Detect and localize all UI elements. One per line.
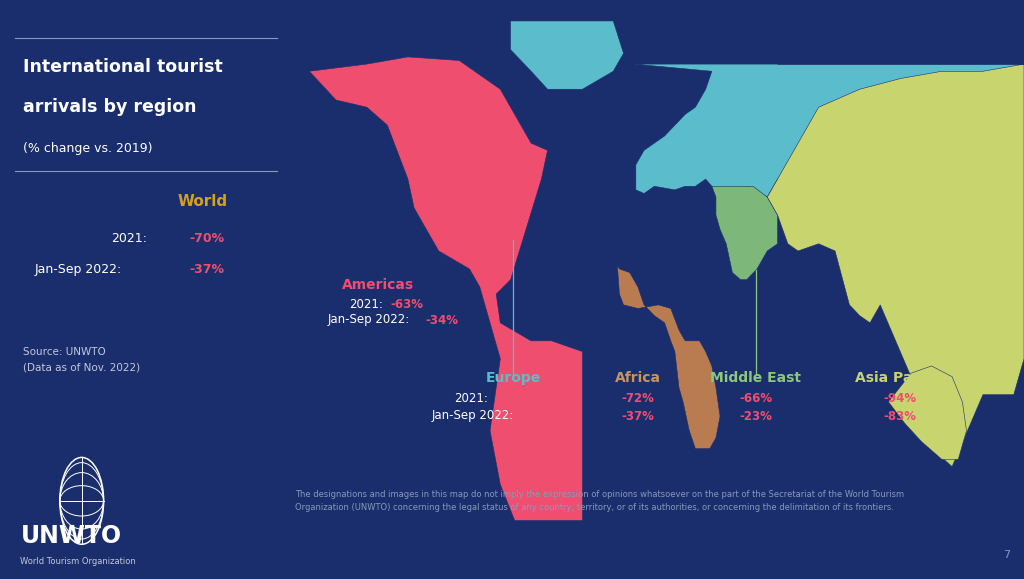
- Polygon shape: [712, 186, 777, 280]
- Text: -83%: -83%: [884, 409, 916, 423]
- Text: -72%: -72%: [622, 391, 654, 405]
- Text: Jan-Sep 2022:: Jan-Sep 2022:: [328, 313, 411, 327]
- Text: Middle East: Middle East: [711, 371, 802, 385]
- Text: UNWTO: UNWTO: [20, 524, 122, 548]
- Text: -60%: -60%: [494, 391, 527, 405]
- Text: Source: UNWTO
(Data as of Nov. 2022): Source: UNWTO (Data as of Nov. 2022): [24, 347, 140, 372]
- Text: -37%: -37%: [189, 263, 224, 276]
- Polygon shape: [889, 366, 967, 459]
- Text: -94%: -94%: [884, 391, 916, 405]
- Text: -19%: -19%: [528, 409, 561, 423]
- Text: Jan-Sep 2022:: Jan-Sep 2022:: [35, 263, 122, 276]
- Text: -34%: -34%: [425, 313, 458, 327]
- Text: (% change vs. 2019): (% change vs. 2019): [24, 142, 153, 155]
- Text: Asia Pacific: Asia Pacific: [855, 371, 944, 385]
- Text: Americas: Americas: [342, 278, 414, 292]
- Text: Europe: Europe: [485, 371, 541, 385]
- Text: Jan-Sep 2022:: Jan-Sep 2022:: [432, 409, 514, 423]
- Text: arrivals by region: arrivals by region: [24, 98, 197, 116]
- Text: World Tourism Organization: World Tourism Organization: [20, 557, 136, 566]
- Polygon shape: [767, 64, 1024, 467]
- Polygon shape: [634, 64, 1024, 197]
- Polygon shape: [617, 265, 720, 449]
- Text: The designations and images in this map do not imply the expression of opinions : The designations and images in this map …: [295, 490, 904, 511]
- Text: -63%: -63%: [390, 299, 423, 312]
- Polygon shape: [309, 57, 583, 521]
- Text: -66%: -66%: [739, 391, 772, 405]
- Text: World: World: [177, 194, 227, 209]
- Text: -70%: -70%: [189, 232, 224, 244]
- Polygon shape: [511, 21, 624, 89]
- Text: -23%: -23%: [739, 409, 772, 423]
- Text: 7: 7: [1002, 550, 1010, 560]
- Text: 2021:: 2021:: [111, 232, 146, 244]
- Text: 2021:: 2021:: [349, 299, 383, 312]
- Text: International tourist: International tourist: [24, 58, 223, 76]
- Text: -37%: -37%: [622, 409, 654, 423]
- Text: 2021:: 2021:: [454, 391, 487, 405]
- Text: Africa: Africa: [615, 371, 662, 385]
